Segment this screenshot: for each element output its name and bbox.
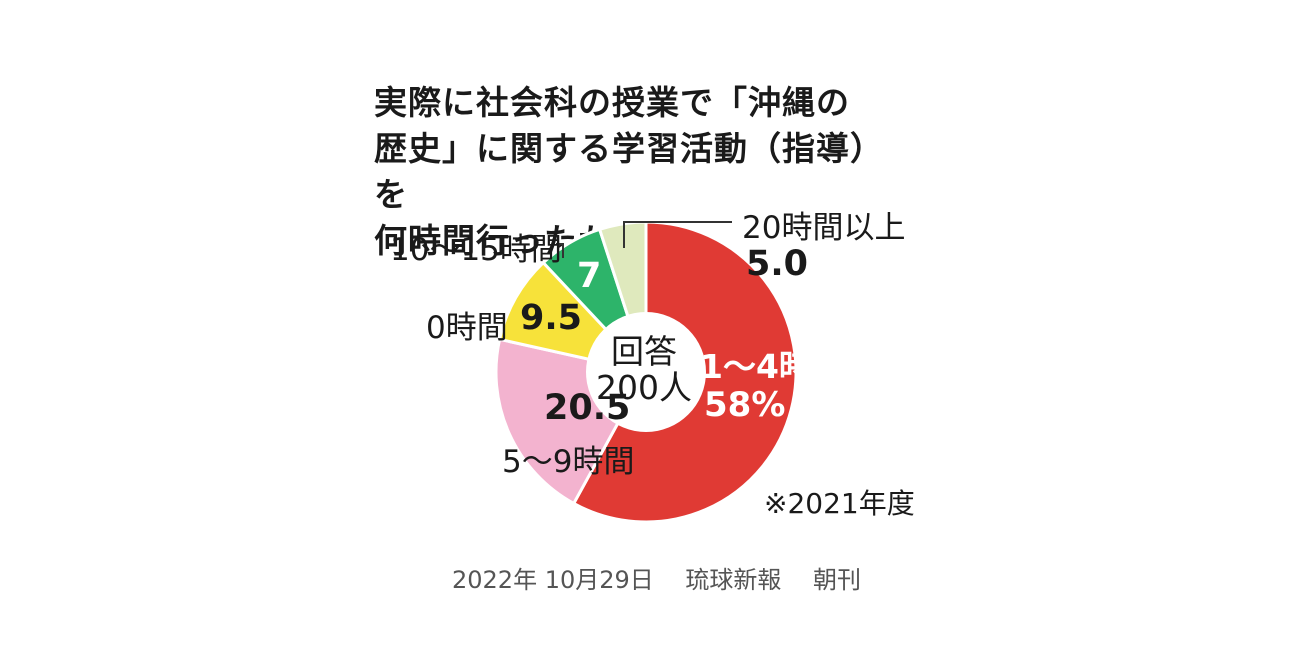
slice-value-10-15: 7 — [577, 256, 602, 296]
center-label-line-1: 回答 — [611, 332, 677, 371]
title-line-2: 歴史」に関する学習活動（指導）を — [374, 129, 884, 214]
slice-value-1-4: 58% — [704, 385, 786, 425]
slice-value-20-plus: 5.0 — [746, 244, 809, 284]
slice-label-10-15: 10〜15時間 — [390, 232, 562, 268]
donut-hole — [586, 312, 706, 432]
title-line-1: 実際に社会科の授業で「沖縄の — [374, 83, 850, 122]
chart-title: 実際に社会科の授業で「沖縄の 歴史」に関する学習活動（指導）を 何時間行ったか — [374, 80, 914, 264]
slice-value-0: 9.5 — [520, 298, 583, 338]
donut-chart — [494, 220, 798, 524]
slice-value-5-9: 20.5 — [544, 388, 631, 428]
source-caption: 2022年 10月29日 琉球新報 朝刊 — [452, 566, 862, 594]
slice-label-20-plus: 20時間以上 — [742, 210, 906, 246]
center-label: 回答 200人 — [596, 334, 692, 406]
slice-label-0: 0時間 — [426, 310, 508, 346]
center-label-line-2: 200人 — [596, 368, 692, 407]
slice-label-1-4: 1〜4時間 — [700, 347, 845, 386]
year-note: ※2021年度 — [764, 487, 915, 520]
leader-line-10-15 — [556, 243, 564, 258]
slice-label-5-9: 5〜9時間 — [502, 444, 635, 480]
chart-figure: 実際に社会科の授業で「沖縄の 歴史」に関する学習活動（指導）を 何時間行ったか … — [360, 72, 940, 532]
leader-line-20-plus — [623, 221, 732, 248]
